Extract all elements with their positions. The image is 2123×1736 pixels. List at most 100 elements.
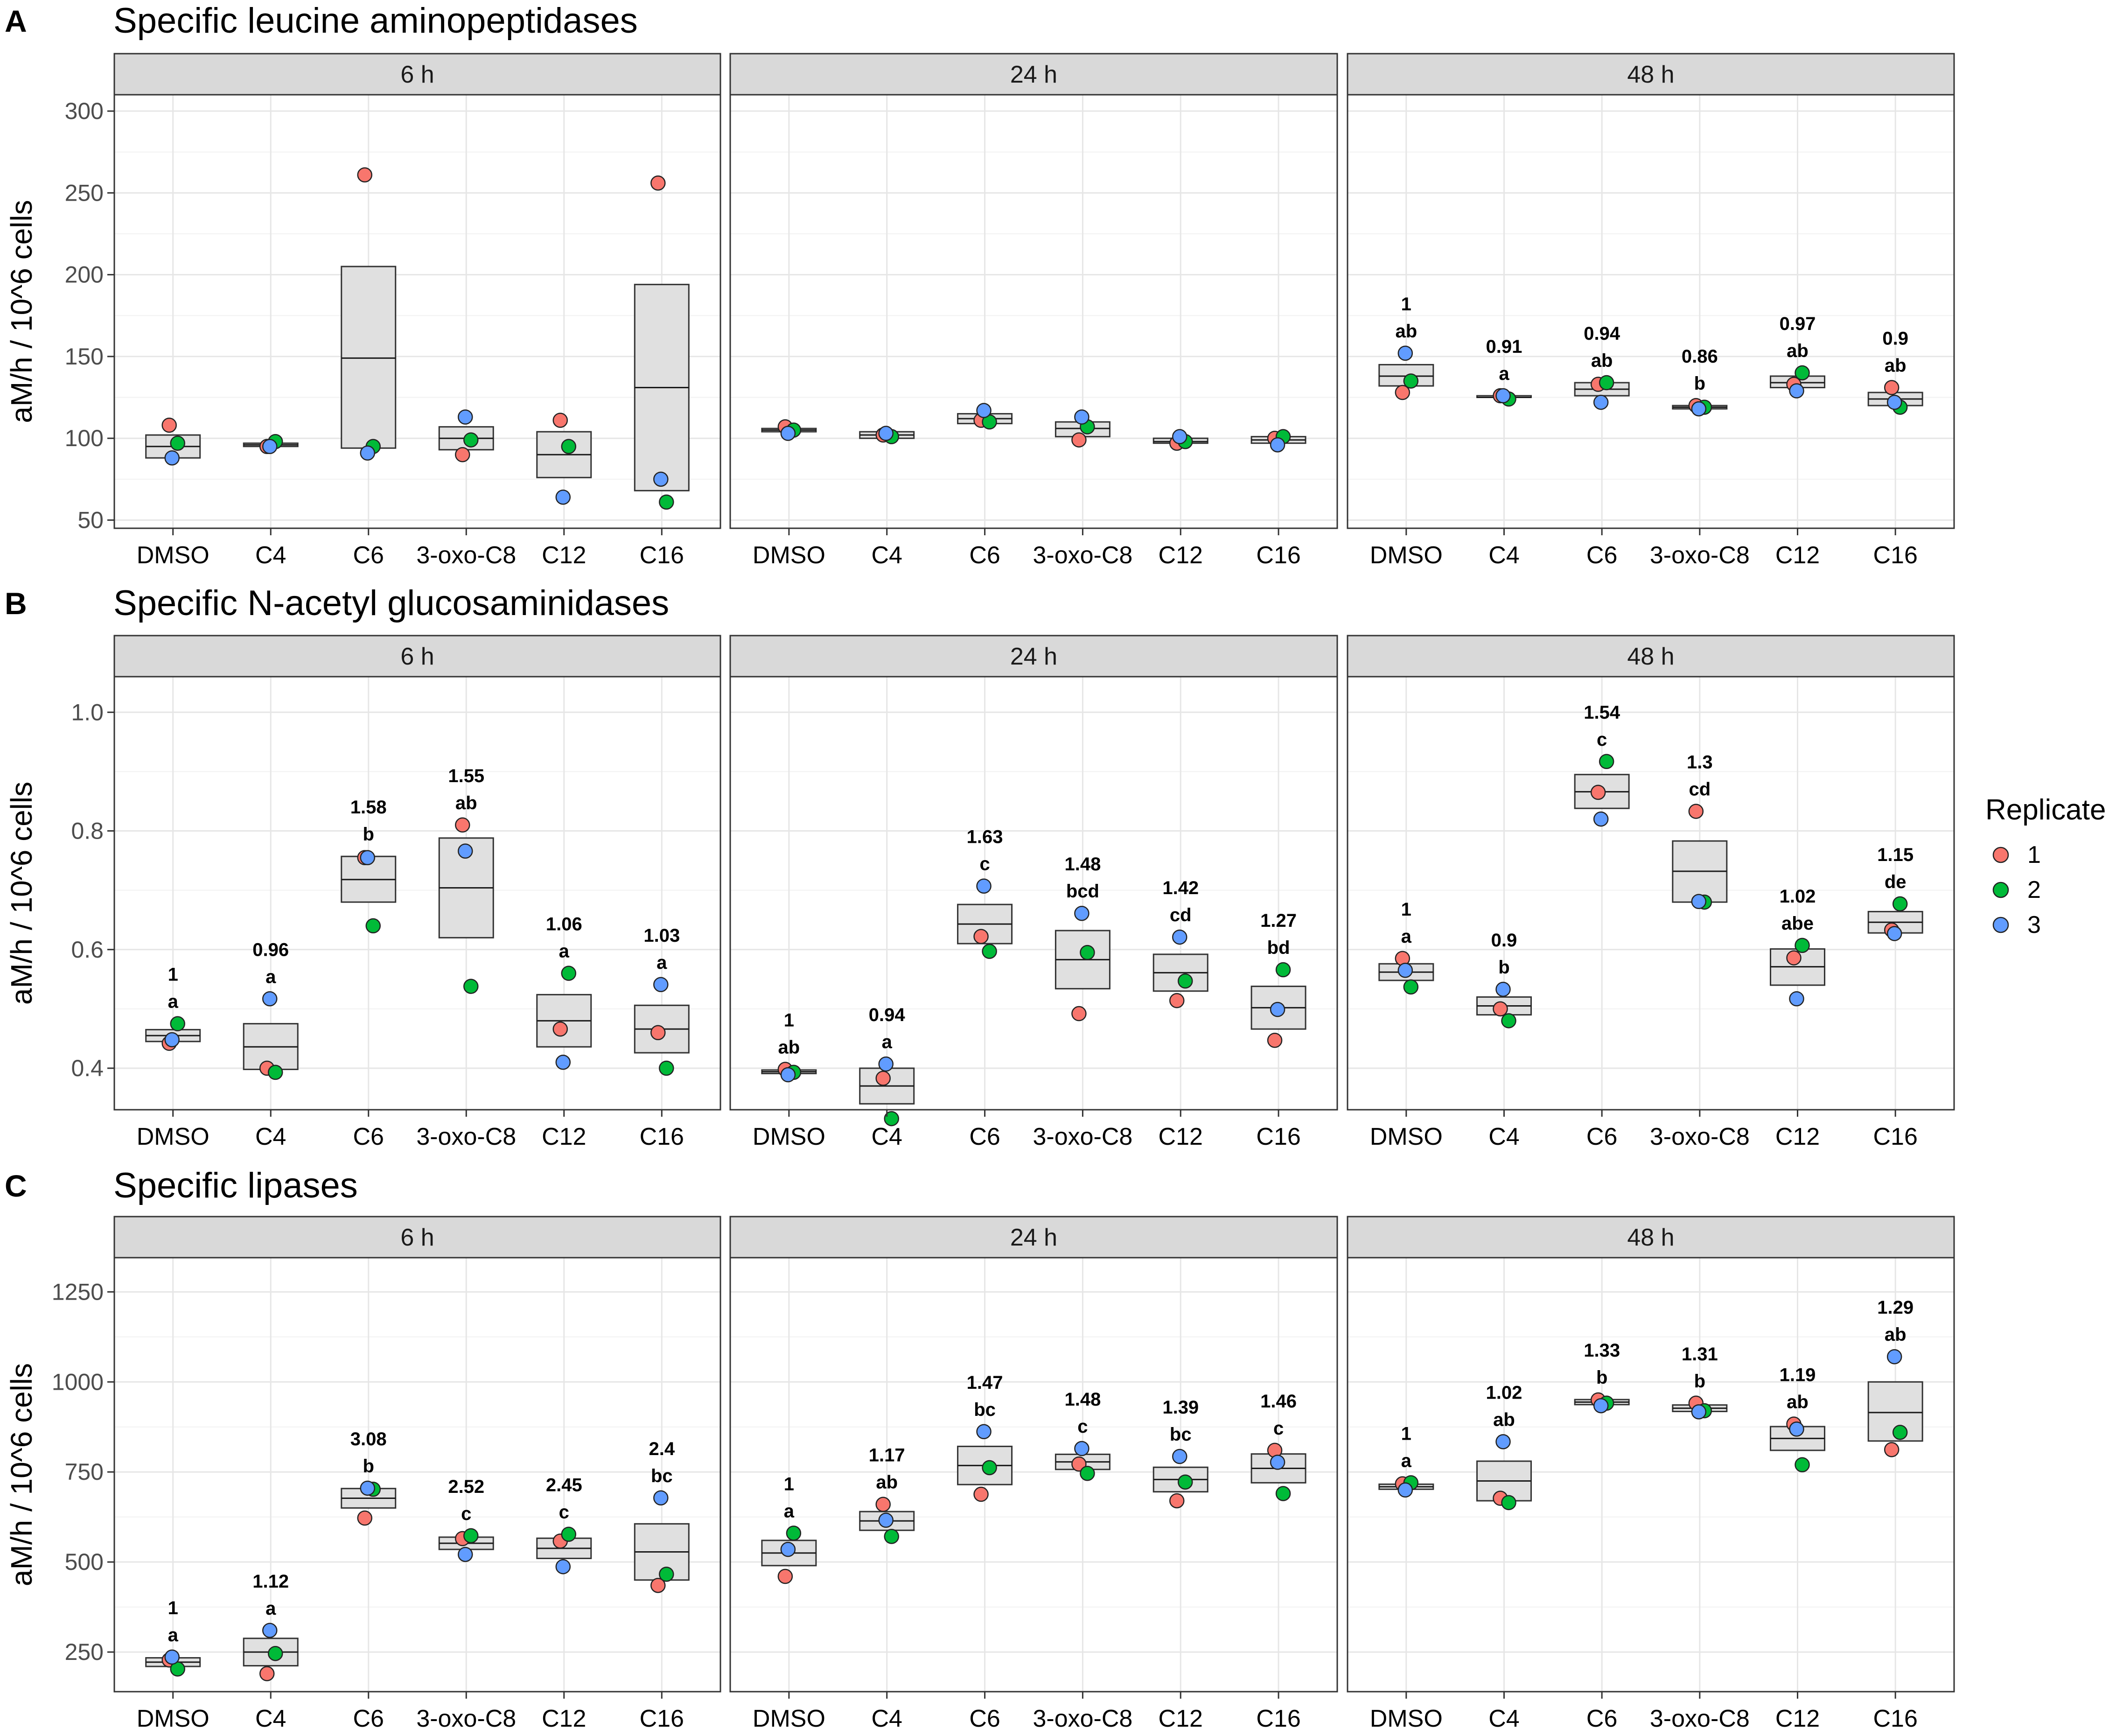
- group-c4: ab 1.17: [859, 1445, 915, 1544]
- panel-c: C Specific lipases aM/h / 10^6 cells 250 500…: [5, 1166, 1955, 1732]
- fold-change-label: 1.02: [1780, 886, 1816, 907]
- plot-border: [729, 676, 1338, 1111]
- point-replicate-3: [262, 1623, 278, 1638]
- fold-change-label: 0.86: [1682, 346, 1718, 367]
- x-tick-label: C4: [871, 1705, 902, 1732]
- x-tick-label: DMSO: [753, 1705, 825, 1732]
- significance-letter: a: [265, 1598, 276, 1619]
- point-replicate-3: [1789, 383, 1804, 399]
- x-tick-label: 3-oxo-C8: [1033, 542, 1132, 569]
- x-tick-label: C4: [255, 1705, 286, 1732]
- x-tick-label: C6: [969, 1123, 1000, 1150]
- point-replicate-3: [1495, 388, 1511, 404]
- point-replicate-3: [976, 403, 992, 418]
- group-c4: a 0.94: [859, 1005, 915, 1127]
- facet-48h: 48 h ab 1 a 0.91 ab 0.94 b 0.86 ab 0.97 ab 0.9 DMSO C4…: [1347, 53, 1955, 569]
- point-replicate-3: [1172, 929, 1187, 945]
- facet-label: 6 h: [400, 1224, 434, 1251]
- group-c16: a 1.03: [634, 925, 690, 1076]
- point-replicate-1: [1169, 993, 1185, 1008]
- point-replicate-3: [555, 490, 571, 505]
- group-dmso: [761, 419, 817, 441]
- facet-strip: [729, 1216, 1338, 1259]
- y-axis-label: aM/h / 10^6 cells: [5, 782, 38, 1005]
- point-replicate-1: [1688, 804, 1704, 819]
- fold-change-label: 2.52: [448, 1477, 484, 1497]
- point-replicate-3: [458, 409, 473, 425]
- point-replicate-2: [1178, 1474, 1193, 1490]
- fold-change-label: 1.46: [1260, 1391, 1297, 1412]
- fold-change-label: 1.19: [1780, 1365, 1816, 1386]
- group-c12: ab 0.97: [1770, 314, 1826, 399]
- fold-change-label: 1.03: [643, 925, 680, 946]
- group-3-oxo-c8: b 1.31: [1672, 1344, 1728, 1420]
- point-replicate-1: [455, 817, 470, 833]
- group-3-oxo-c8: [438, 409, 494, 462]
- group-dmso: a1: [145, 965, 201, 1051]
- plot-background: [730, 677, 1337, 1110]
- point-replicate-2: [1275, 962, 1291, 978]
- point-replicate-2: [1080, 1466, 1095, 1481]
- group-dmso: a1: [145, 1598, 201, 1677]
- significance-letter: a: [168, 1625, 179, 1645]
- y-axis-label: aM/h / 10^6 cells: [5, 1363, 38, 1586]
- point-replicate-3: [1593, 394, 1609, 410]
- x-tick-label: C6: [1586, 1705, 1617, 1732]
- point-replicate-1: [357, 1510, 372, 1526]
- facet-label: 48 h: [1627, 643, 1674, 670]
- significance-letter: abe: [1781, 913, 1814, 934]
- point-replicate-3: [1397, 345, 1413, 361]
- panel-title: Specific lipases: [113, 1166, 358, 1205]
- fold-change-label: 0.97: [1780, 314, 1816, 334]
- group-3-oxo-c8: bcd 1.48: [1055, 854, 1110, 1022]
- point-replicate-1: [777, 1568, 793, 1584]
- y-tick-label: 500: [65, 1549, 104, 1575]
- y-tick-label: 200: [65, 262, 104, 288]
- point-replicate-2: [982, 1460, 997, 1476]
- point-replicate-1: [1071, 1456, 1087, 1472]
- x-tick-label: DMSO: [1370, 1705, 1443, 1732]
- point-replicate-3: [878, 426, 894, 441]
- point-replicate-1: [1590, 784, 1606, 800]
- significance-letter: ab: [1787, 341, 1809, 361]
- group-c4: [243, 434, 299, 454]
- fold-change-label: 1.63: [967, 827, 1003, 847]
- point-replicate-1: [650, 175, 666, 191]
- facet-strip: [729, 53, 1338, 96]
- y-tick-label: 150: [65, 343, 104, 370]
- point-replicate-2: [1599, 754, 1614, 770]
- plot-border: [1347, 94, 1955, 529]
- plot-background: [1348, 1258, 1954, 1692]
- point-replicate-3: [1172, 1449, 1187, 1464]
- point-replicate-3: [1270, 1455, 1285, 1470]
- significance-letter: cd: [1689, 779, 1711, 800]
- fold-change-label: 1.15: [1877, 845, 1913, 865]
- group-c6: ab 0.94: [1574, 323, 1630, 410]
- fold-change-label: 0.94: [1584, 323, 1620, 344]
- fold-change-label: 1.27: [1260, 910, 1297, 931]
- fold-change-label: 2.4: [649, 1439, 675, 1459]
- point-replicate-3: [1074, 1441, 1089, 1456]
- significance-letter: de: [1885, 872, 1907, 892]
- fold-change-label: 0.91: [1486, 336, 1522, 357]
- x-tick-label: DMSO: [1370, 542, 1443, 569]
- point-replicate-1: [1169, 1493, 1185, 1509]
- significance-letter: bc: [651, 1466, 673, 1486]
- point-replicate-2: [267, 1064, 283, 1080]
- fold-change-label: 1.55: [448, 766, 484, 786]
- group-c6: b 1.58: [341, 797, 397, 934]
- facet-label: 48 h: [1627, 61, 1674, 88]
- fold-change-label: 1.47: [967, 1372, 1003, 1393]
- point-replicate-2: [659, 1060, 674, 1076]
- point-replicate-2: [884, 1111, 899, 1127]
- group-c12: [536, 413, 592, 505]
- box: [341, 266, 397, 449]
- point-replicate-3: [780, 1067, 796, 1083]
- facet-label: 6 h: [400, 643, 434, 670]
- facet-strip: [113, 1216, 721, 1259]
- legend: Replicate 1 2 3: [1985, 794, 2106, 938]
- group-dmso: a1: [1378, 1423, 1434, 1498]
- plot-background: [1348, 677, 1954, 1110]
- panel-title: Specific leucine aminopeptidases: [113, 1, 638, 41]
